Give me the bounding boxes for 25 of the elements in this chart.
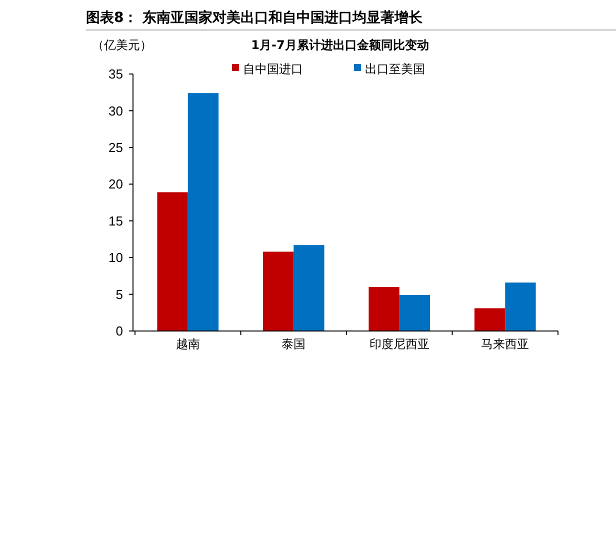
y-tick-label: 30 [108,103,123,118]
y-tick-label: 35 [108,66,123,82]
y-tick-label: 25 [108,140,123,155]
bar [157,192,188,331]
x-tick-label: 印度尼西亚 [369,337,430,351]
bar [505,282,536,331]
x-tick-label: 泰国 [282,337,306,351]
chart-subtitle: 1月-7月累计进出口金额同比变动 [251,38,429,52]
bar [399,295,430,331]
y-tick-label: 5 [116,286,123,302]
x-tick-label: 越南 [176,337,200,351]
bar [262,252,294,331]
bar [294,245,324,331]
bar [368,286,400,331]
legend-label: 自中国进口 [243,62,303,76]
bar [188,93,219,331]
y-tick-label: 10 [108,250,123,266]
x-tick-label: 马来西亚 [481,337,530,351]
y-tick-label: 15 [108,213,123,228]
chart-title: 图表8： 东南亚国家对美出口和自中国进口均显著增长 [86,9,424,26]
y-axis-title: （亿美元） [92,38,152,52]
y-tick-label: 20 [108,176,123,192]
bar [474,308,506,331]
y-tick-label: 0 [116,324,123,339]
legend-label: 出口至美国 [365,62,425,76]
